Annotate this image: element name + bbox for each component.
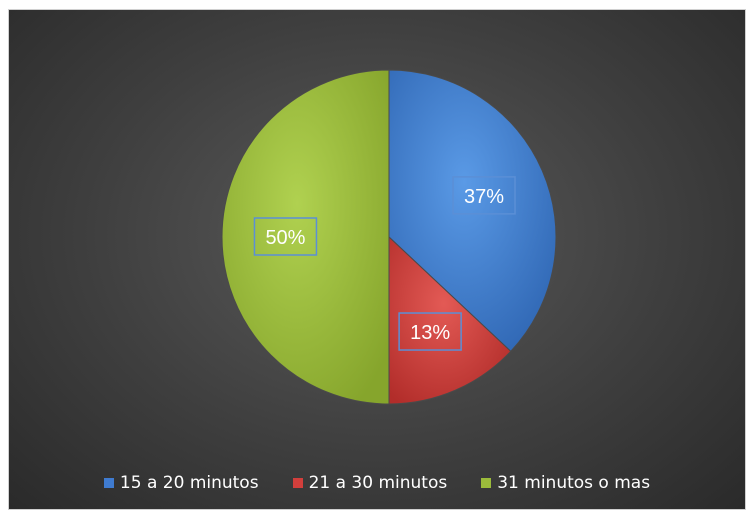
data-label-31-mas-group: 50% <box>253 217 318 256</box>
legend-swatch-21-30 <box>292 478 303 488</box>
legend-label-21-30: 21 a 30 minutos <box>308 473 448 493</box>
legend-item-31-mas: 31 minutos o mas <box>481 473 650 493</box>
data-label-15-20-group: 37% <box>452 176 516 215</box>
slice-15-20 <box>388 69 557 353</box>
legend: 15 a 20 minutos 21 a 30 minutos 31 minut… <box>9 473 745 493</box>
legend-item-21-30: 21 a 30 minutos <box>292 473 448 493</box>
data-label-21-30-group: 13% <box>398 312 462 351</box>
data-label-21-30: 13% <box>410 322 450 344</box>
legend-label-15-20: 15 a 20 minutos <box>119 473 259 493</box>
data-label-15-20-box <box>452 176 516 215</box>
legend-label-31-mas: 31 minutos o mas <box>497 473 651 493</box>
data-label-31-mas-box <box>253 217 318 256</box>
slice-31-mas <box>221 69 390 405</box>
data-label-15-20: 37% <box>464 186 504 208</box>
slice-21-30 <box>388 235 512 405</box>
legend-swatch-15-20 <box>103 478 114 488</box>
data-label-31-mas: 50% <box>265 227 305 249</box>
data-label-21-30-box <box>398 312 462 351</box>
chart-area: 37% 13% 50% 15 a 20 minutos 21 a 30 minuto… <box>8 9 746 510</box>
pie-chart: 37% 13% 50% <box>221 69 557 405</box>
legend-swatch-31-mas <box>481 478 492 488</box>
legend-item-15-20: 15 a 20 minutos <box>103 473 259 493</box>
